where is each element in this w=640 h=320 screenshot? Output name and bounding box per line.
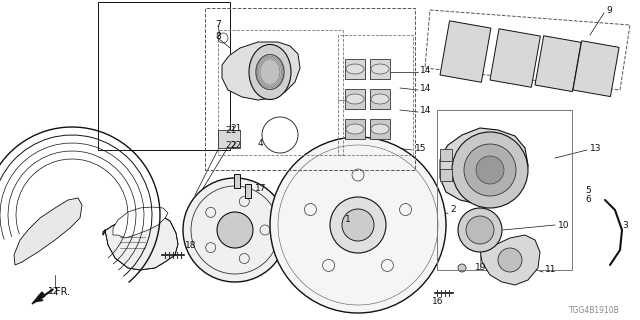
Ellipse shape	[371, 124, 389, 134]
Bar	[440, 21, 491, 82]
Text: 5: 5	[585, 186, 591, 195]
Text: 17: 17	[255, 183, 266, 193]
Circle shape	[452, 132, 528, 208]
Bar	[440, 149, 452, 161]
Circle shape	[464, 144, 516, 196]
Text: 9: 9	[606, 5, 612, 14]
Circle shape	[498, 248, 522, 272]
Bar	[370, 89, 390, 109]
Ellipse shape	[346, 124, 364, 134]
Text: 16: 16	[432, 298, 444, 307]
Polygon shape	[14, 198, 82, 265]
Text: 8: 8	[215, 31, 221, 41]
Text: 11: 11	[545, 266, 557, 275]
Circle shape	[476, 156, 504, 184]
Text: 13: 13	[590, 143, 602, 153]
Text: 19: 19	[475, 263, 486, 273]
Text: 15: 15	[415, 143, 426, 153]
Text: 14: 14	[420, 84, 431, 92]
Circle shape	[270, 137, 446, 313]
Ellipse shape	[249, 44, 291, 100]
Bar	[338, 35, 413, 155]
Bar	[98, 2, 230, 150]
Bar	[245, 184, 251, 198]
Ellipse shape	[256, 54, 284, 90]
Text: 21: 21	[225, 125, 236, 134]
Text: TGG4B1910B: TGG4B1910B	[569, 306, 620, 315]
Circle shape	[458, 208, 502, 252]
Ellipse shape	[346, 94, 364, 104]
Circle shape	[342, 209, 374, 241]
Circle shape	[217, 212, 253, 248]
Bar	[535, 36, 581, 92]
Text: 2: 2	[450, 205, 456, 214]
Polygon shape	[32, 292, 45, 304]
Text: 22: 22	[230, 140, 241, 149]
Bar	[205, 8, 415, 170]
Bar	[345, 59, 365, 79]
Circle shape	[466, 216, 494, 244]
Text: 22: 22	[225, 140, 236, 149]
Polygon shape	[103, 213, 178, 270]
Text: 21: 21	[230, 124, 241, 132]
Bar	[218, 130, 240, 148]
Text: 10: 10	[558, 220, 570, 229]
Text: 14: 14	[420, 106, 431, 115]
Text: FR.: FR.	[55, 287, 70, 297]
Polygon shape	[440, 128, 528, 204]
Bar	[370, 59, 390, 79]
Ellipse shape	[371, 64, 389, 74]
Text: 3: 3	[622, 220, 628, 229]
Ellipse shape	[346, 64, 364, 74]
Text: 14: 14	[420, 66, 431, 75]
Bar	[437, 110, 572, 270]
Text: 18: 18	[185, 241, 196, 250]
Text: 12: 12	[48, 287, 60, 297]
Circle shape	[183, 178, 287, 282]
Bar	[218, 30, 343, 155]
Bar	[345, 89, 365, 109]
Circle shape	[458, 264, 466, 272]
Text: 1: 1	[345, 215, 351, 225]
Bar	[345, 119, 365, 139]
Bar	[573, 41, 619, 97]
Polygon shape	[222, 42, 300, 100]
Bar	[490, 29, 540, 87]
Bar	[234, 174, 240, 188]
Bar	[370, 119, 390, 139]
Text: 6: 6	[585, 196, 591, 204]
Polygon shape	[480, 235, 540, 285]
Text: 7: 7	[215, 20, 221, 28]
Circle shape	[330, 197, 386, 253]
Text: 4: 4	[258, 139, 264, 148]
Ellipse shape	[371, 94, 389, 104]
Polygon shape	[113, 207, 168, 238]
Bar	[440, 169, 452, 181]
